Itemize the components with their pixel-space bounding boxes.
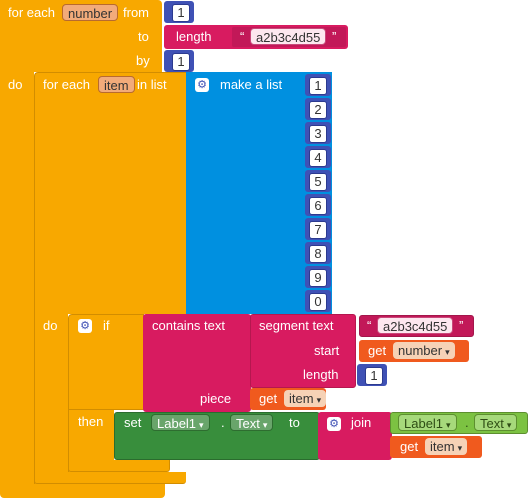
chevron-down-icon: ▾: [506, 420, 512, 430]
get-item-dropdown[interactable]: item ▾: [284, 390, 327, 407]
set-label: set: [124, 415, 142, 430]
if-label: if: [103, 318, 110, 333]
close-quote-icon: ”: [459, 318, 464, 333]
join-get-label: get: [400, 439, 419, 454]
get-label: get: [259, 391, 278, 406]
join-dot-label: .: [465, 415, 469, 430]
list-item[interactable]: 6: [309, 197, 327, 215]
make-a-list-label: make a list: [220, 77, 283, 92]
by-label: by: [136, 53, 150, 68]
if-mutator-gear-icon[interactable]: ⚙: [78, 319, 92, 333]
list-item[interactable]: 5: [309, 173, 327, 191]
for-each-number-bottom: [0, 484, 165, 498]
chevron-down-icon: ▾: [457, 443, 463, 453]
then-label: then: [78, 414, 104, 429]
length-number-value[interactable]: 1: [365, 367, 383, 385]
list-item[interactable]: 8: [309, 245, 327, 263]
for-each-number-spine: [0, 72, 34, 492]
chevron-down-icon: ▾: [316, 395, 322, 405]
inner-do-label: do: [43, 318, 58, 333]
contains-text-label: contains text: [152, 318, 225, 333]
for-each-item-block[interactable]: [34, 72, 186, 314]
for-each-item-label: for each: [43, 77, 90, 92]
get-number-dropdown[interactable]: number ▾: [393, 342, 455, 359]
loop-variable-item[interactable]: item: [98, 76, 135, 93]
segment-text-label: segment text: [259, 318, 334, 333]
contains-text-block[interactable]: [143, 314, 251, 412]
mutator-gear-icon[interactable]: ⚙: [195, 78, 209, 92]
chevron-down-icon: ▾: [262, 420, 268, 430]
piece-label: piece: [200, 391, 232, 406]
join-get-item-dropdown[interactable]: item ▾: [425, 438, 468, 455]
list-item[interactable]: 2: [309, 101, 327, 119]
dot-label: .: [221, 415, 225, 430]
from-label: from: [123, 5, 149, 20]
open-quote-icon: “: [240, 29, 245, 44]
chevron-down-icon: ▾: [199, 420, 204, 430]
chevron-down-icon: ▾: [445, 347, 450, 357]
for-each-label: for each: [8, 5, 55, 20]
list-item[interactable]: 1: [309, 77, 327, 95]
in-list-label: in list: [137, 77, 167, 92]
chevron-down-icon: ▾: [446, 420, 451, 430]
join-component-dropdown[interactable]: Label1 ▾: [398, 414, 457, 431]
start-label: start: [314, 343, 340, 358]
to-label: to: [138, 29, 149, 44]
set-to-label: to: [289, 415, 300, 430]
loop-variable-number[interactable]: number: [62, 4, 119, 21]
outer-do-label: do: [8, 77, 23, 92]
list-item[interactable]: 4: [309, 149, 327, 167]
join-label: join: [351, 415, 372, 430]
get-label: get: [368, 343, 387, 358]
open-quote-icon: “: [367, 318, 372, 333]
join-property-dropdown[interactable]: Text ▾: [474, 414, 518, 431]
set-property-dropdown[interactable]: Text ▾: [230, 414, 274, 431]
for-each-item-bottom: [34, 472, 186, 484]
segment-string-value[interactable]: a2b3c4d55: [377, 317, 454, 334]
segment-length-label: length: [303, 367, 339, 382]
make-a-list-block[interactable]: [186, 72, 304, 314]
set-component-dropdown[interactable]: Label1 ▾: [151, 414, 210, 431]
to-string-value[interactable]: a2b3c4d55: [250, 28, 327, 45]
segment-text-block[interactable]: [250, 314, 356, 388]
length-label: length: [176, 29, 212, 44]
list-item[interactable]: 3: [309, 125, 327, 143]
join-mutator-gear-icon[interactable]: ⚙: [327, 417, 341, 431]
close-quote-icon: ”: [332, 29, 337, 44]
list-item[interactable]: 0: [309, 293, 327, 311]
by-number-value[interactable]: 1: [172, 53, 190, 71]
for-each-item-spine: [34, 314, 68, 484]
list-item[interactable]: 9: [309, 269, 327, 287]
from-number-value[interactable]: 1: [172, 4, 190, 22]
set-label-text-block[interactable]: [114, 412, 320, 460]
list-item[interactable]: 7: [309, 221, 327, 239]
if-then-bottom: [68, 460, 170, 472]
